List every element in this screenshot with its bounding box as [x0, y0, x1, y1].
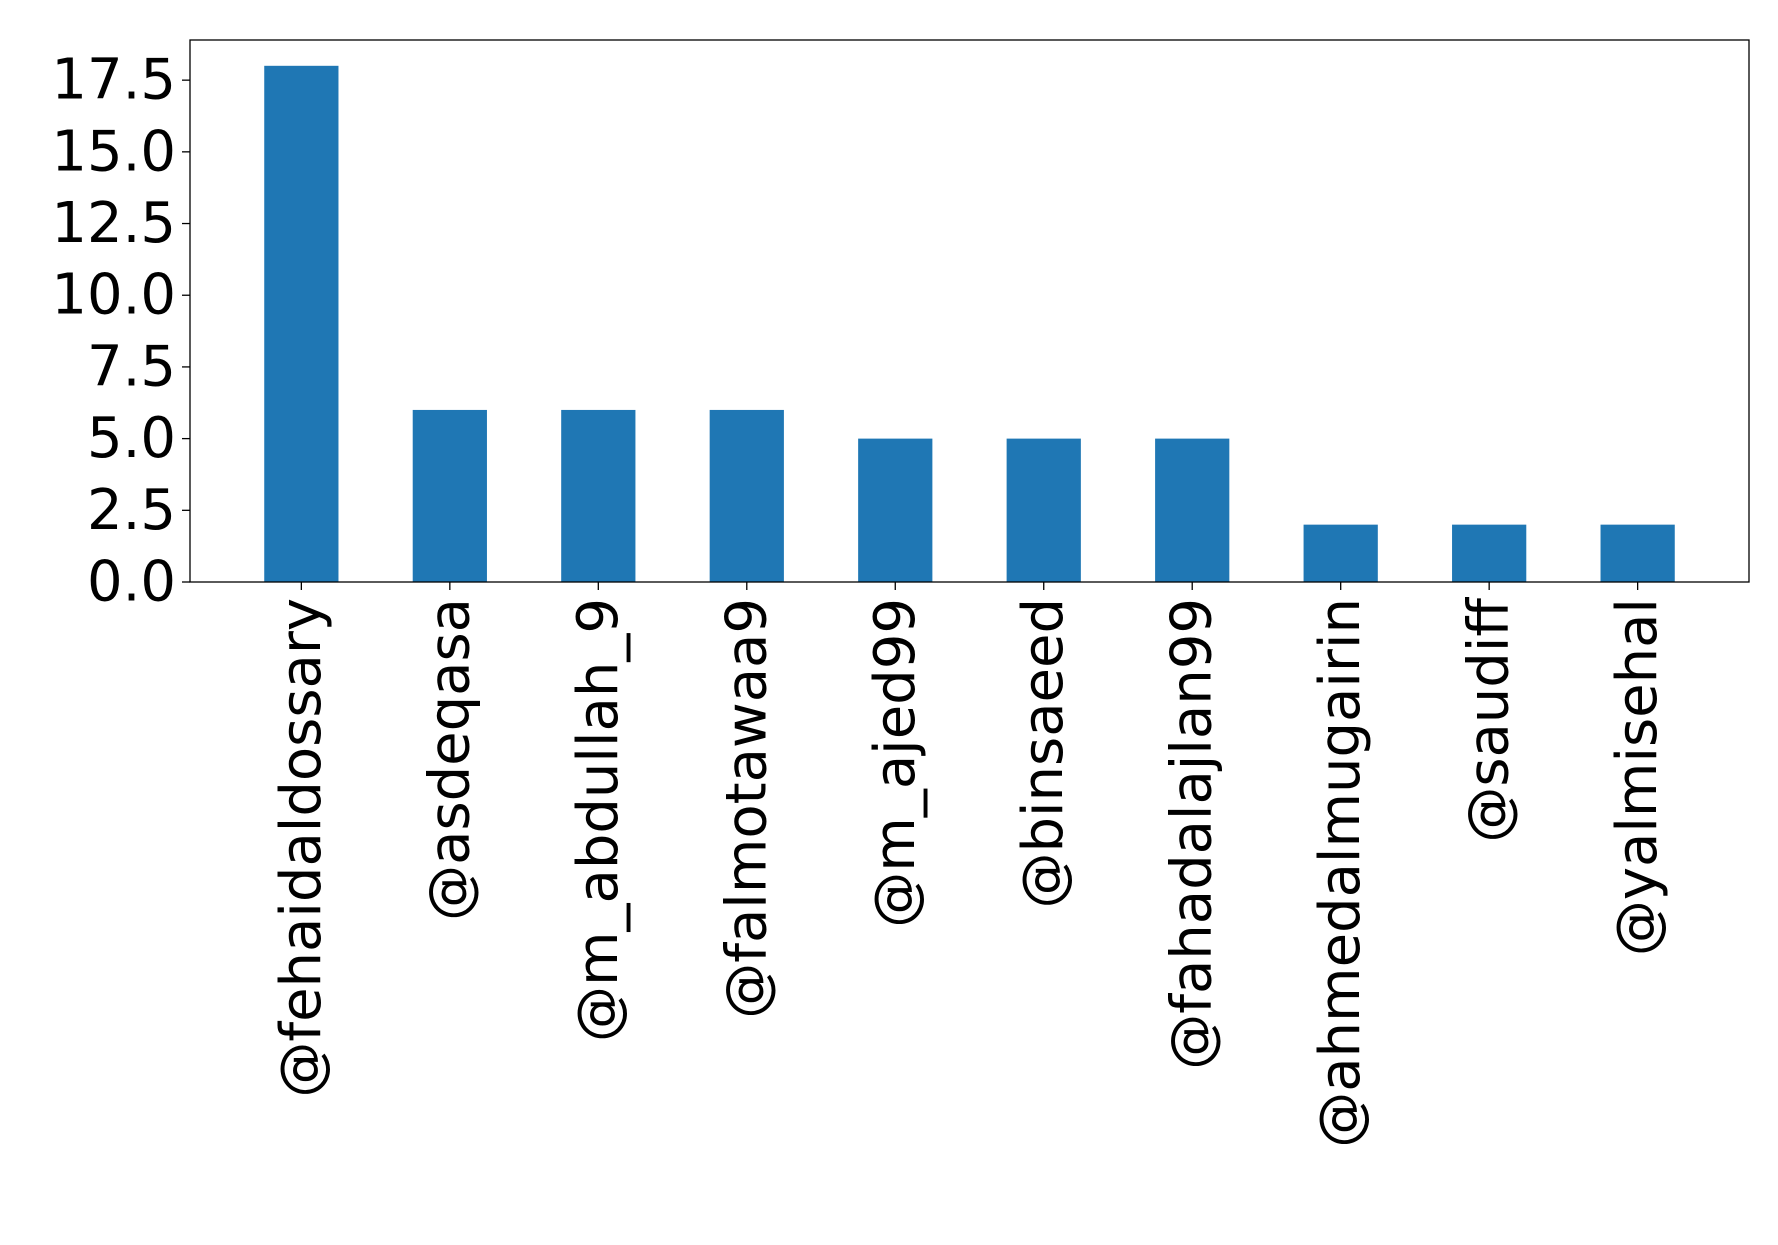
x-tick-label: @m_ajed99	[863, 598, 928, 928]
y-tick-label: 10.0	[51, 263, 176, 328]
plot-frame	[189, 39, 1750, 583]
bar-m-ajed99	[858, 438, 933, 582]
bars-layer	[264, 65, 1675, 583]
bar-saudiff	[1452, 524, 1527, 582]
y-tick-label: 0.0	[87, 550, 176, 615]
x-axis: @fehaidaldossary @asdeqasa @m_abdullah_9 @f…	[269, 582, 1670, 1148]
x-tick-label: @asdeqasa	[417, 598, 482, 921]
x-tick-label: @falmotawaa9	[714, 598, 779, 1019]
bar-fahadalajlan99	[1155, 438, 1230, 582]
bar-asdeqasa	[412, 409, 487, 582]
bar-binsaeed	[1006, 438, 1081, 582]
x-tick-label: @ahmedalmugairin	[1308, 598, 1373, 1148]
x-tick-label: @saudiff	[1457, 597, 1522, 843]
y-tick-label: 15.0	[51, 119, 176, 184]
bar-ahmedalmugairin	[1303, 524, 1378, 582]
x-tick-label: @fahadalajlan99	[1160, 598, 1225, 1070]
y-axis: 0.0 2.5 5.0 7.510.0 12.5 15.017.5	[51, 48, 190, 615]
y-tick-label: 17.5	[51, 48, 176, 113]
y-tick-label: 5.0	[87, 406, 176, 471]
y-tick-label: 2.5	[87, 478, 176, 543]
x-tick-label: @binsaeed	[1011, 598, 1076, 909]
y-tick-label: 12.5	[51, 191, 176, 256]
bar-falmotawaa9	[709, 409, 784, 582]
x-tick-label: @yalmisehal	[1605, 598, 1670, 956]
bar-m-abdullah-9	[561, 409, 636, 582]
y-tick-label: 7.5	[87, 334, 176, 399]
x-tick-label: @m_abdullah_9	[566, 598, 631, 1042]
bar-yalmisehal	[1600, 524, 1675, 582]
x-tick-label: @fehaidaldossary	[269, 598, 334, 1098]
bar-fehaidaldossary	[264, 65, 339, 583]
